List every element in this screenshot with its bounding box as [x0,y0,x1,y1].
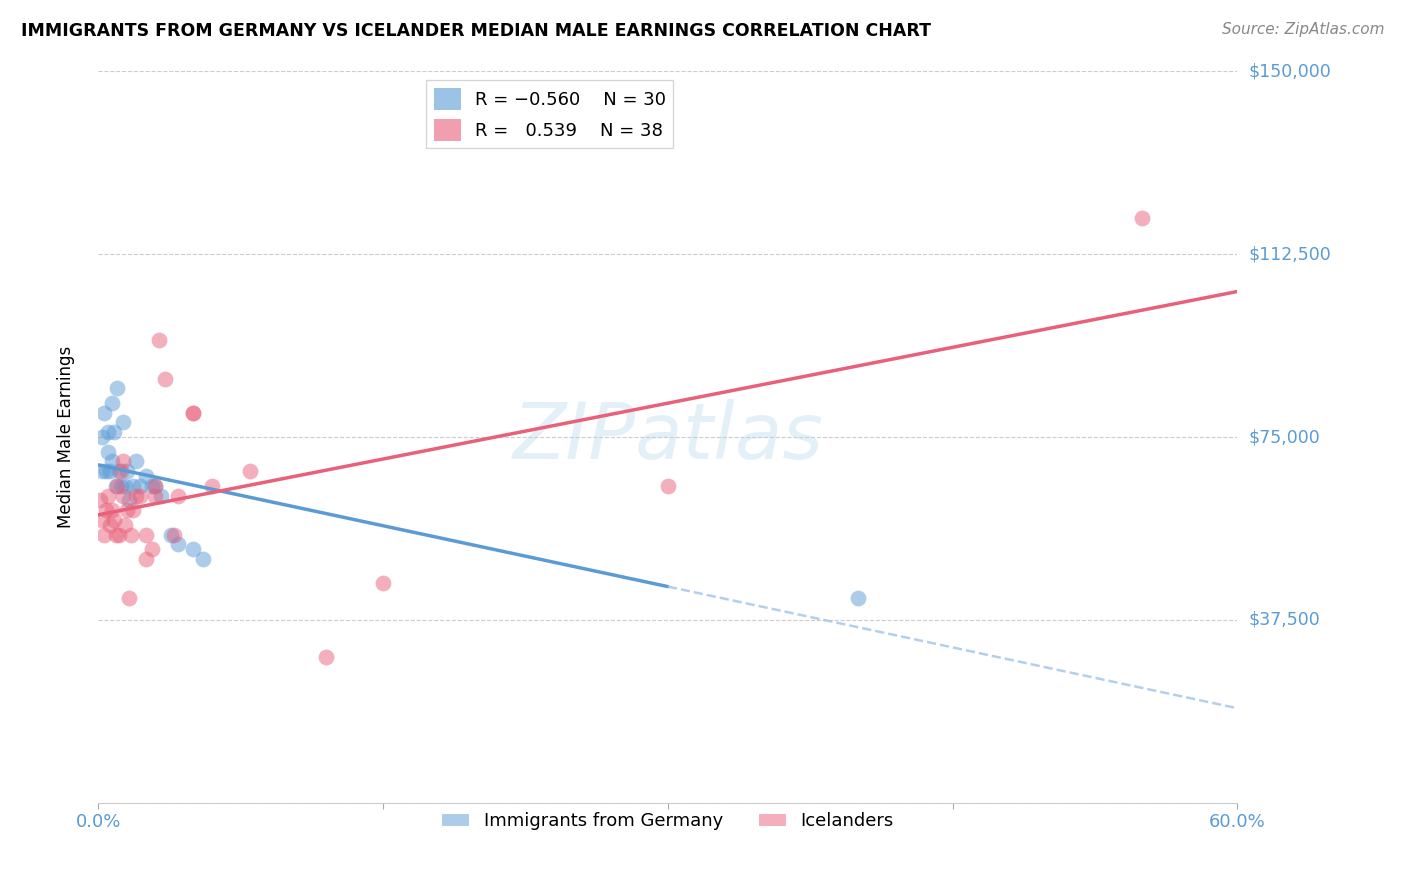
Point [104,479,127,493]
Y-axis label: Median Male Earnings: Median Male Earnings [56,346,75,528]
Point [94,464,117,478]
Point [1132,211,1154,225]
Point [150,489,173,503]
Point [97,444,120,458]
Point [239,464,262,478]
Point [167,537,190,551]
Text: $150,000: $150,000 [1249,62,1331,80]
Point [129,479,152,493]
Point [135,552,157,566]
Point [153,371,176,385]
Text: $75,000: $75,000 [1249,428,1320,446]
Point [100,454,122,468]
Point [94,503,117,517]
Legend: Immigrants from Germany, Icelanders: Immigrants from Germany, Icelanders [434,805,901,838]
Point [104,527,127,541]
Point [114,517,136,532]
Point [120,527,142,541]
Point [115,503,138,517]
Point [110,464,132,478]
Point [135,469,157,483]
Point [183,406,205,420]
Point [135,527,157,541]
Point [98,464,121,478]
Point [100,503,122,517]
Point [183,542,205,557]
Point [118,591,141,605]
Point [91,464,114,478]
Point [159,527,181,541]
Point [93,406,115,420]
Point [129,489,152,503]
Point [657,479,679,493]
Point [103,425,125,440]
Point [91,513,114,527]
Point [145,489,167,503]
Point [108,527,131,541]
Point [103,513,125,527]
Point [118,493,141,508]
Point [107,381,129,395]
Point [97,425,120,440]
Point [115,464,138,478]
Point [141,479,163,493]
Point [145,479,167,493]
Point [183,406,205,420]
Point [108,464,131,478]
Point [89,493,111,508]
Point [121,503,143,517]
Point [125,454,148,468]
Text: IMMIGRANTS FROM GERMANY VS ICELANDER MEDIAN MALE EARNINGS CORRELATION CHART: IMMIGRANTS FROM GERMANY VS ICELANDER MED… [21,22,931,40]
Point [121,479,143,493]
Text: $112,500: $112,500 [1249,245,1331,263]
Point [107,479,129,493]
Point [163,527,186,541]
Point [97,489,120,503]
Point [201,479,224,493]
Point [93,527,115,541]
Point [125,489,148,503]
Point [145,479,167,493]
Point [112,489,135,503]
Point [114,479,136,493]
Point [98,517,121,532]
Point [91,430,114,444]
Point [191,552,214,566]
Point [148,333,170,347]
Point [167,489,190,503]
Point [112,454,135,468]
Point [110,479,132,493]
Point [141,542,163,557]
Text: Source: ZipAtlas.com: Source: ZipAtlas.com [1222,22,1385,37]
Point [371,576,394,591]
Point [100,396,122,410]
Point [846,591,869,605]
Point [112,416,135,430]
Text: $37,500: $37,500 [1249,611,1320,629]
Text: ZIPatlas: ZIPatlas [512,399,824,475]
Point [315,649,337,664]
